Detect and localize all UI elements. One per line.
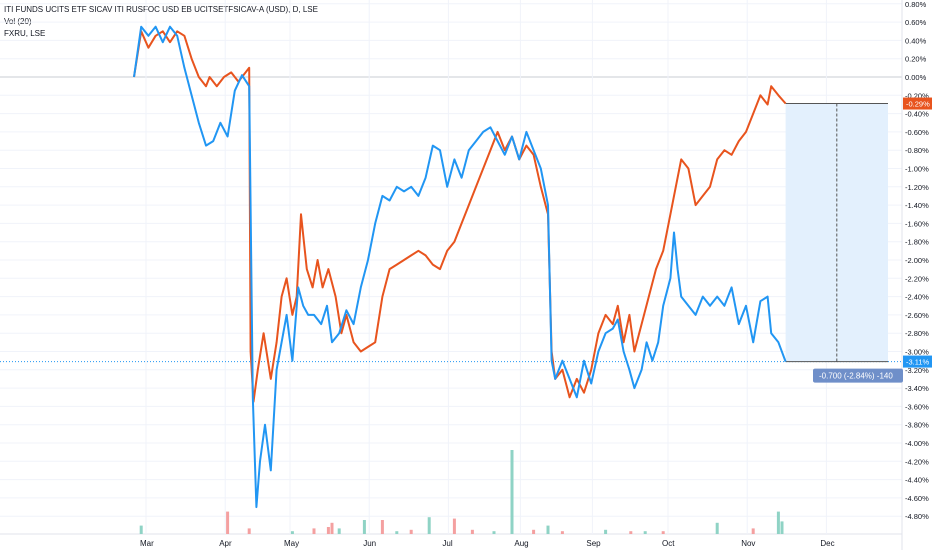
x-tick-label: Nov bbox=[741, 539, 755, 548]
volume-bar bbox=[643, 531, 647, 534]
volume-bar bbox=[776, 511, 780, 534]
measure-label-box bbox=[813, 368, 903, 383]
x-axis[interactable]: Mar Apr May Jun Jul Aug Sep Oct Nov Dec bbox=[140, 539, 835, 548]
legend-compare-symbol: FXRU, LSE bbox=[4, 29, 46, 38]
y-tick-label: -3.40% bbox=[905, 384, 929, 393]
volume-bar bbox=[661, 531, 665, 534]
y-tick-label: -3.00% bbox=[905, 348, 929, 357]
y-tick-label: -1.60% bbox=[905, 219, 929, 228]
y-tick-label: -0.20% bbox=[905, 91, 929, 100]
y-tick-label: 0.40% bbox=[905, 36, 927, 45]
volume-bar bbox=[510, 450, 514, 534]
volume-bar bbox=[751, 528, 755, 534]
y-tick-label: -3.20% bbox=[905, 366, 929, 375]
y-tick-label: -4.00% bbox=[905, 439, 929, 448]
y-tick-label: -0.40% bbox=[905, 110, 929, 119]
y-tick-label: -2.60% bbox=[905, 311, 929, 320]
y-tick-label: -4.40% bbox=[905, 476, 929, 485]
chart-grid bbox=[0, 0, 903, 550]
y-tick-label: -2.40% bbox=[905, 293, 929, 302]
y-tick-label: -1.80% bbox=[905, 238, 929, 247]
last-value-badges: -0.29% -3.11% bbox=[903, 97, 932, 368]
x-tick-label: May bbox=[284, 539, 299, 548]
volume-bar bbox=[290, 531, 294, 534]
volume-bar bbox=[546, 525, 550, 534]
x-tick-label: Mar bbox=[140, 539, 154, 548]
volume-bar bbox=[312, 528, 316, 534]
last-value-badge bbox=[903, 355, 932, 368]
y-tick-label: -2.80% bbox=[905, 329, 929, 338]
volume-bar bbox=[362, 520, 366, 534]
x-tick-label: Sep bbox=[586, 539, 601, 548]
last-value-badge-label: -0.29% bbox=[906, 100, 930, 109]
volume-bar bbox=[629, 531, 633, 534]
y-tick-label: 0.60% bbox=[905, 18, 927, 27]
y-tick-label: -2.20% bbox=[905, 274, 929, 283]
legend-main-symbol: ITI FUNDS UCITS ETF SICAV ITI RUSFOC USD… bbox=[4, 5, 318, 14]
x-tick-label: Jun bbox=[363, 539, 376, 548]
y-tick-label: -3.80% bbox=[905, 421, 929, 430]
volume-bar bbox=[560, 531, 564, 534]
x-tick-label: Jul bbox=[442, 539, 452, 548]
volume-bar bbox=[470, 529, 474, 534]
y-tick-label: -0.80% bbox=[905, 146, 929, 155]
y-tick-label: -3.60% bbox=[905, 402, 929, 411]
volume-bar bbox=[247, 528, 251, 534]
y-tick-label: -1.20% bbox=[905, 183, 929, 192]
volume-bar bbox=[337, 528, 341, 534]
last-value-badge bbox=[903, 97, 932, 110]
volume-bar bbox=[409, 529, 413, 534]
x-tick-label: Aug bbox=[514, 539, 528, 548]
y-tick-label: 0.20% bbox=[905, 55, 927, 64]
series-line-1 bbox=[133, 25, 787, 509]
volume-bar bbox=[780, 521, 784, 534]
volume-bar bbox=[226, 511, 230, 534]
measure-tool[interactable]: -0.700 (-2.84%) -140 bbox=[785, 103, 903, 383]
chart-legend: ITI FUNDS UCITS ETF SICAV ITI RUSFOC USD… bbox=[4, 4, 318, 40]
x-tick-label: Oct bbox=[662, 539, 675, 548]
legend-volume: Vol (20) bbox=[4, 17, 32, 26]
volume-bar bbox=[395, 531, 399, 534]
measure-label: -0.700 (-2.84%) -140 bbox=[819, 372, 893, 381]
y-tick-label: -4.20% bbox=[905, 457, 929, 466]
volume-bar bbox=[380, 520, 384, 534]
x-tick-label: Apr bbox=[219, 539, 232, 548]
y-tick-label: 0.80% bbox=[905, 0, 927, 9]
volume-bar bbox=[139, 525, 143, 534]
y-tick-label: -1.40% bbox=[905, 201, 929, 210]
last-value-badge-label: -3.11% bbox=[906, 358, 930, 367]
y-tick-label: 0.00% bbox=[905, 73, 927, 82]
volume-bars bbox=[139, 450, 784, 534]
volume-bar bbox=[452, 518, 456, 534]
y-tick-label: -4.60% bbox=[905, 494, 929, 503]
volume-bar bbox=[532, 529, 536, 534]
measure-area bbox=[785, 103, 888, 362]
y-tick-label: -0.60% bbox=[905, 128, 929, 137]
y-tick-label: -1.00% bbox=[905, 165, 929, 174]
volume-bar bbox=[715, 522, 719, 534]
volume-bar bbox=[330, 522, 334, 534]
series-lines bbox=[133, 25, 787, 509]
volume-bar bbox=[604, 529, 608, 534]
volume-bar bbox=[427, 517, 431, 534]
y-tick-label: -4.80% bbox=[905, 512, 929, 521]
volume-bar bbox=[326, 527, 330, 534]
x-tick-label: Dec bbox=[820, 539, 834, 548]
series-line-0 bbox=[133, 30, 787, 403]
y-tick-label: -2.00% bbox=[905, 256, 929, 265]
y-axis[interactable]: 0.80%0.60%0.40%0.20%0.00%-0.20%-0.40%-0.… bbox=[905, 0, 929, 521]
volume-bar bbox=[492, 531, 496, 534]
